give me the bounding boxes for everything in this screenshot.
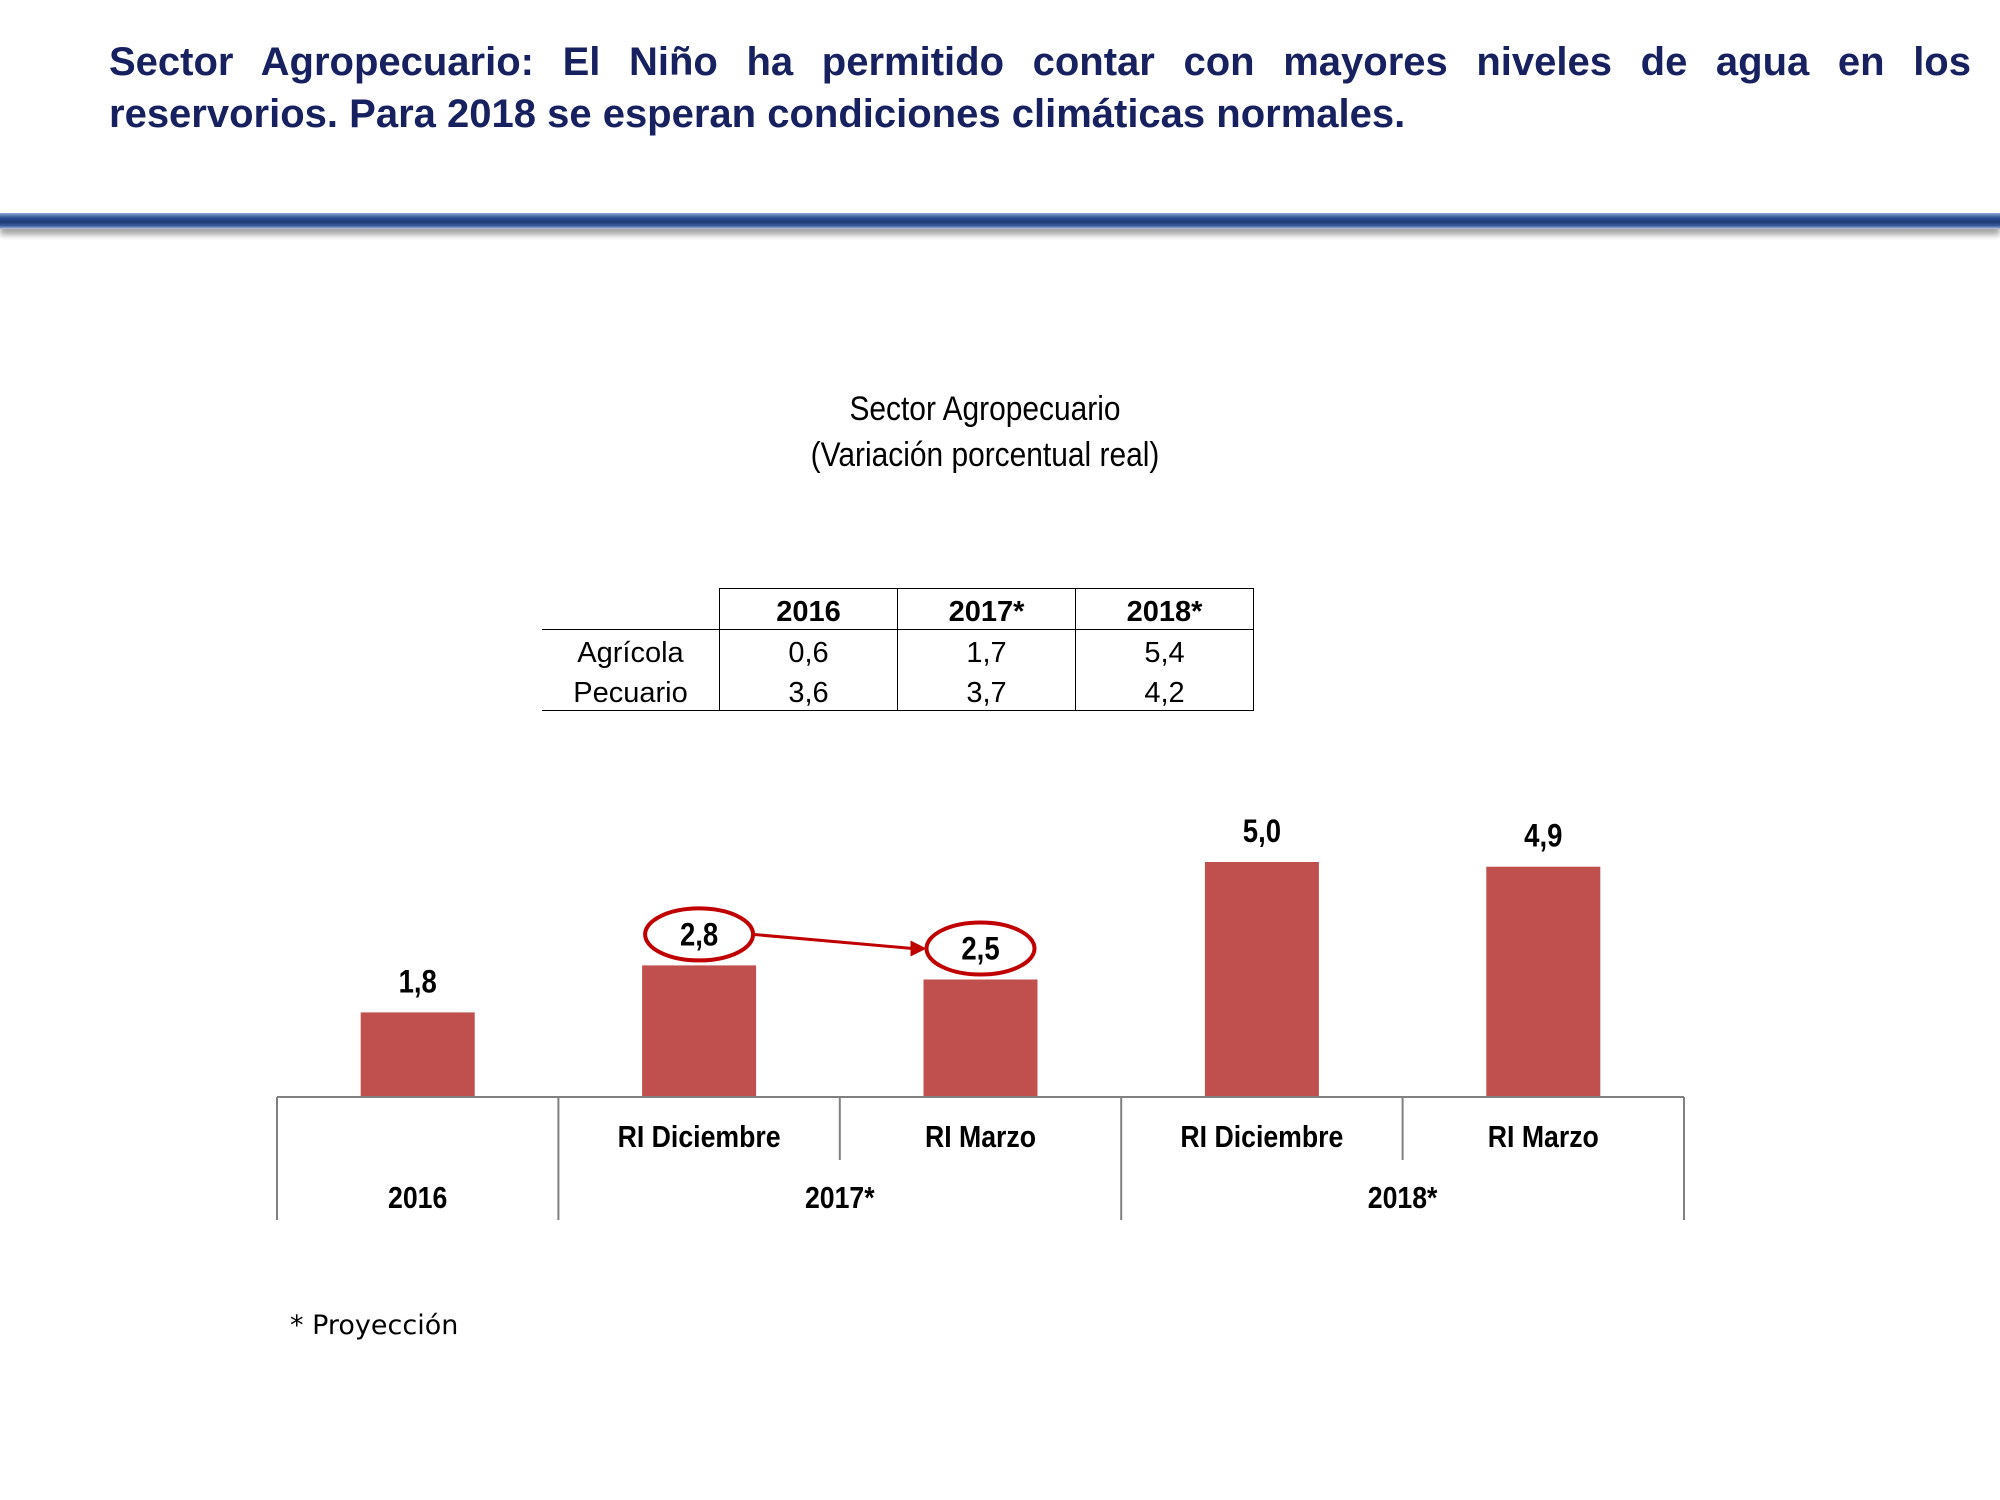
slide-title: Sector Agropecuario: El Niño ha permitid… [109,40,1971,136]
table-row-pecuario: Pecuario 3,6 3,7 4,2 [542,670,1254,711]
table-header-2017: 2017* [897,588,1076,630]
data-label: 2,8 [680,918,718,953]
chart-subtitle: (Variación porcentual real) [810,436,1160,474]
category-label: RI Diciembre [1180,1120,1343,1154]
data-table: 2016 2017* 2018* Agrícola 0,6 1,7 5,4 Pe… [542,588,1254,711]
bar [1486,866,1601,1097]
trend-arrow-line [752,932,913,950]
group-label: 2016 [388,1181,447,1215]
data-label: 4,9 [1524,819,1562,854]
trend-arrow-head [910,940,927,957]
table-header-2018: 2018* [1075,588,1254,630]
bar [1204,862,1319,1097]
data-label: 5,0 [1243,814,1281,849]
bar [923,979,1038,1097]
table-cell: 3,6 [719,670,898,711]
table-row-agricola: Agrícola 0,6 1,7 5,4 [542,629,1254,670]
table-cell: 0,6 [719,629,898,670]
table-row-label: Agrícola [542,629,720,670]
chart-title: Sector Agropecuario [849,390,1121,428]
group-label: 2017* [805,1181,875,1215]
table-cell: 5,4 [1075,629,1254,670]
table-row-label: Pecuario [542,670,720,711]
category-label: RI Marzo [925,1120,1036,1154]
category-label: RI Marzo [1488,1120,1599,1154]
data-label: 2,5 [961,932,999,967]
data-label: 1,8 [399,965,437,1000]
category-label: RI Diciembre [618,1120,781,1154]
table-cell: 4,2 [1075,670,1254,711]
bar [360,1012,475,1097]
table-cell: 3,7 [897,670,1076,711]
table-header-row: 2016 2017* 2018* [542,588,1254,630]
table-cell: 1,7 [897,629,1076,670]
footnote: * Proyección [290,1310,459,1341]
title-divider [0,213,2000,229]
group-label: 2018* [1368,1181,1438,1215]
bar [642,965,757,1097]
